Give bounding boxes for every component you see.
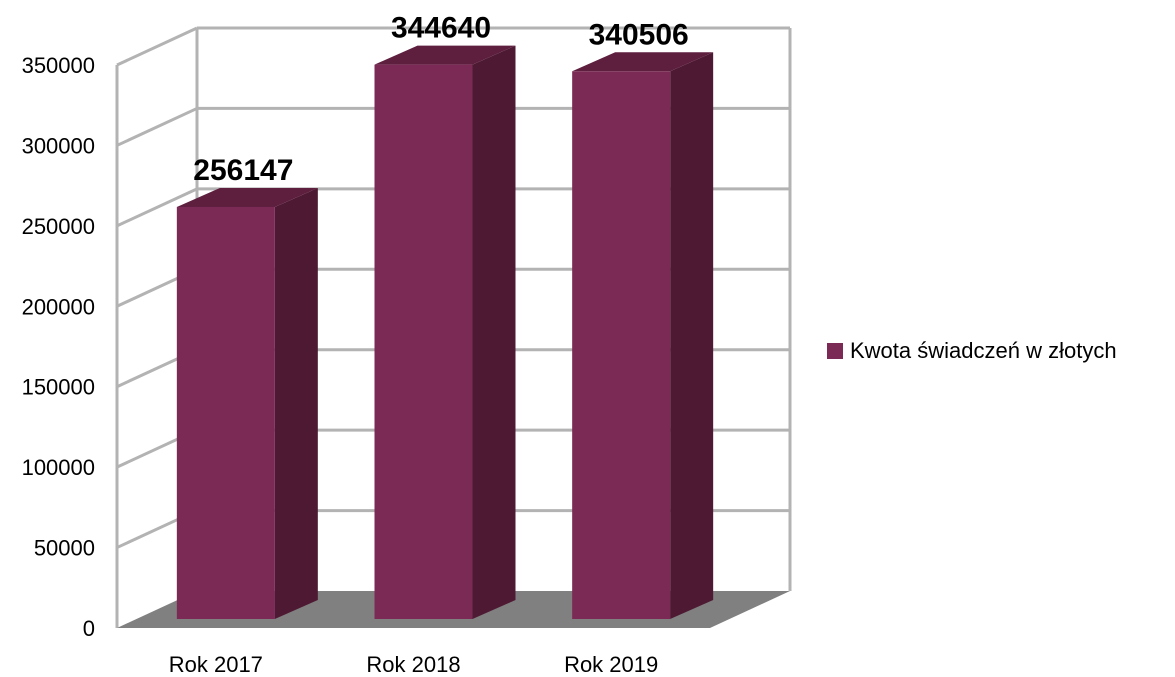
data-label: 256147 — [193, 154, 293, 187]
bar — [572, 71, 671, 619]
legend-swatch — [827, 343, 843, 359]
bar-top — [176, 187, 318, 207]
legend-label: Kwota świadczeń w złotych — [850, 338, 1117, 363]
y-tick-label: 250000 — [22, 214, 95, 239]
bar-side — [472, 45, 516, 619]
y-tick-label: 0 — [83, 616, 95, 641]
bar-side — [274, 187, 318, 620]
y-tick-label: 350000 — [22, 53, 95, 78]
data-label: 344640 — [391, 12, 491, 45]
legend: Kwota świadczeń w złotych — [827, 338, 1117, 364]
y-tick-label: 150000 — [22, 375, 95, 400]
data-label: 340506 — [589, 18, 689, 51]
y-tick-label: 300000 — [22, 133, 95, 158]
y-tick-label: 50000 — [34, 536, 95, 561]
y-tick-label: 100000 — [22, 455, 95, 480]
bar-top — [572, 52, 714, 72]
gridline-left — [116, 187, 198, 228]
x-tick-label: Rok 2018 — [366, 652, 460, 677]
x-tick-label: Rok 2017 — [169, 652, 263, 677]
bar-side — [670, 52, 714, 619]
bar — [176, 206, 275, 620]
x-tick-label: Rok 2019 — [564, 652, 658, 677]
gridline-left — [116, 107, 198, 147]
y-tick-label: 200000 — [22, 294, 95, 319]
gridline-left — [116, 26, 198, 67]
bar — [374, 64, 473, 619]
bar-top — [374, 45, 516, 65]
